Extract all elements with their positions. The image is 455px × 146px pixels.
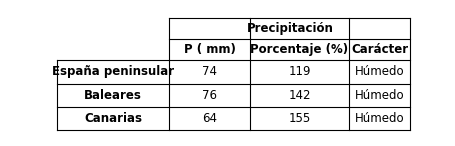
- Text: 155: 155: [288, 112, 310, 125]
- Text: Canarias: Canarias: [84, 112, 142, 125]
- Text: Húmedo: Húmedo: [354, 89, 404, 102]
- Text: 142: 142: [288, 89, 310, 102]
- Text: Húmedo: Húmedo: [354, 65, 404, 78]
- Text: P ( mm): P ( mm): [183, 43, 235, 56]
- Text: Precipitación: Precipitación: [246, 22, 333, 35]
- Text: 74: 74: [202, 65, 217, 78]
- Text: Carácter: Carácter: [350, 43, 408, 56]
- Text: 64: 64: [202, 112, 217, 125]
- Text: Húmedo: Húmedo: [354, 112, 404, 125]
- Text: Baleares: Baleares: [84, 89, 142, 102]
- Text: 76: 76: [202, 89, 217, 102]
- Text: Porcentaje (%): Porcentaje (%): [250, 43, 348, 56]
- Text: España peninsular: España peninsular: [52, 65, 174, 78]
- Text: 119: 119: [288, 65, 310, 78]
